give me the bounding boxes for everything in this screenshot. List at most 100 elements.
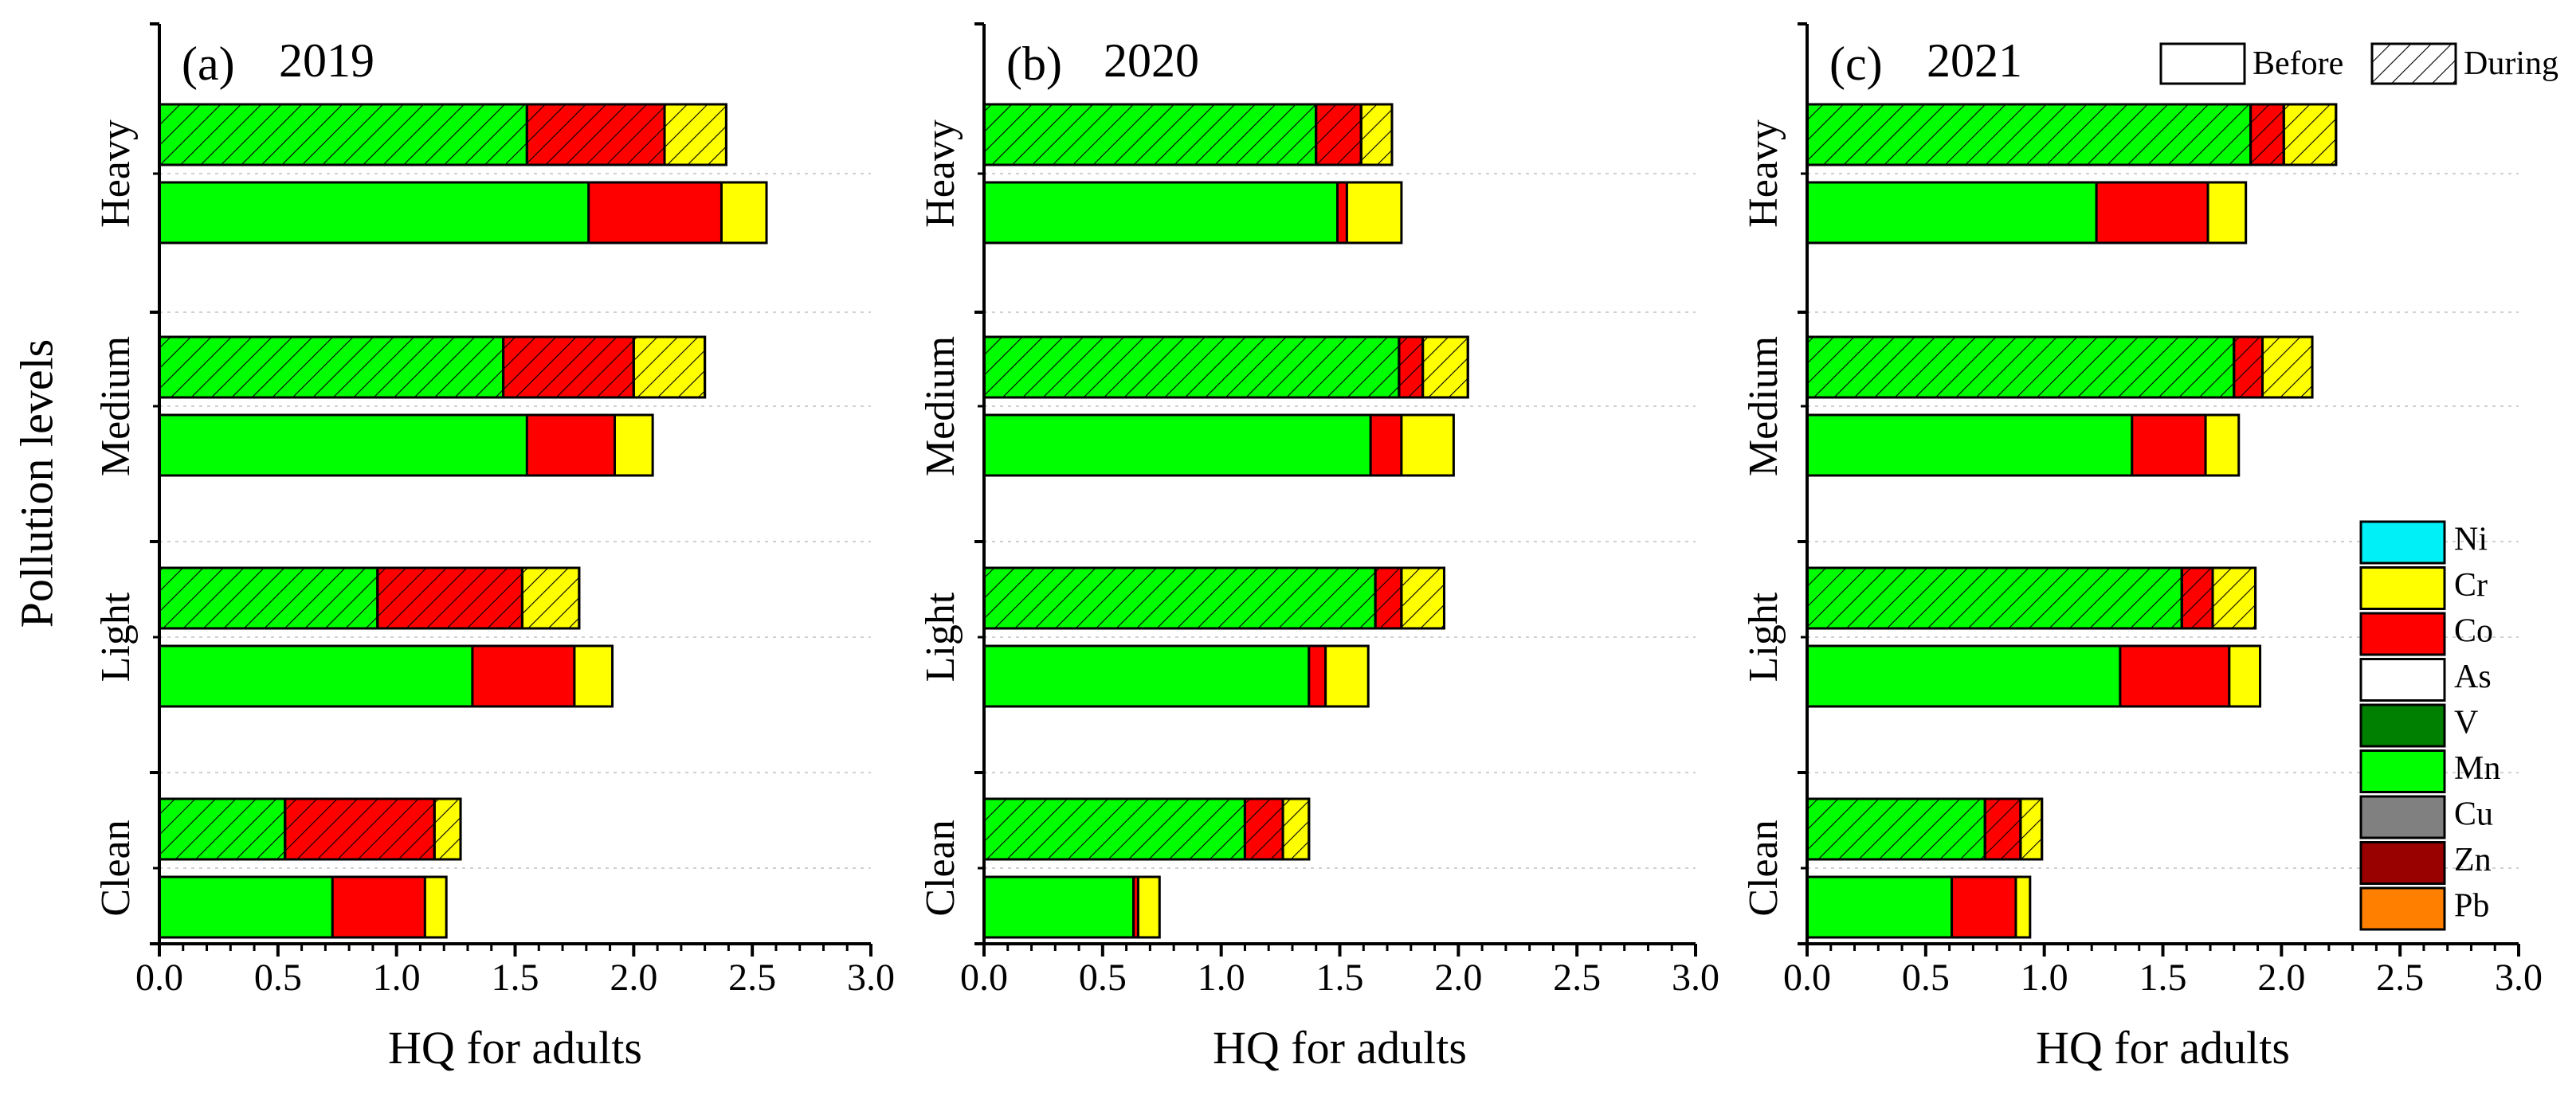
legend-label-before: Before [2253,45,2343,82]
bar-hatch-2021-light-cr [2213,568,2256,628]
legend-label-zn: Zn [2454,842,2492,878]
x-tick-label: 1.5 [492,957,539,999]
legend-swatch-mn [2361,751,2445,792]
period-legend: Before During [2161,44,2558,84]
legend-hatch-during [2372,44,2456,84]
legend-swatch-ni [2361,522,2445,563]
category-label-heavy: Heavy [1741,119,1786,228]
category-label-medium: Medium [93,336,139,476]
x-tick-label: 2.5 [1553,957,1601,999]
x-tick-label: 2.0 [610,957,657,999]
category-label-heavy: Heavy [93,119,139,228]
bar-hatch-2021-heavy-cr [2284,104,2335,165]
bar-hatch-2021-medium-co [2234,337,2263,397]
component-legend: Ni Cr Co As V Mn Cu Zn Pb [2361,522,2500,929]
x-tick-label: 1.0 [2021,957,2068,999]
bar-hatch-2019-light-cr [522,568,578,628]
bar-hatch-2019-medium-cr [633,337,704,397]
bar-2019-light-before-cr [574,646,613,706]
legend-swatch-as [2361,659,2445,701]
figure: Pollution levels Heavy Medium Light Clean 0.0… [0,0,2576,1115]
bar-hatch-2020-light-cr [1402,568,1445,628]
bar-2020-light-before-co [1309,646,1326,706]
bar-2021-heavy-before-co [2096,182,2208,243]
bar-2019-heavy-before-mn [159,182,589,243]
bar-hatch-2020-heavy-cr [1361,104,1392,165]
category-label-clean: Clean [1741,820,1786,916]
x-tick-label: 1.5 [1316,957,1364,999]
legend-label-cr: Cr [2454,567,2488,604]
bar-hatch-2021-clean-cr [2021,799,2042,859]
panel-2019: Heavy Medium Light Clean 0.0 0.5 1.0 1.5 2.0 2.5 3… [93,24,895,1074]
bar-hatch-2020-light-co [1375,568,1402,628]
bar-hatch-2019-heavy-co [527,104,665,165]
panel-2020: Heavy Medium Light Clean 0.0 0.5 1.0 1.5 2.0 2.5 3… [918,24,1719,1074]
bar-hatch-2020-medium-co [1399,337,1423,397]
x-axis-title-2021: HQ for adults [2036,1022,2290,1074]
x-tick-label: 2.0 [2257,957,2305,999]
x-tick-label: 0.5 [1902,957,1950,999]
bar-2020-clean-before-mn [984,877,1134,937]
bar-hatch-2020-clean-mn [984,799,1245,859]
bar-hatch-2020-medium-mn [984,337,1399,397]
bar-2019-clean-before-mn [159,877,332,937]
x-tick-label: 1.0 [373,957,421,999]
legend-label-co: Co [2454,613,2493,650]
legend-label-ni: Ni [2454,522,2488,558]
bar-2019-clean-before-cr [425,877,446,937]
x-tick-label: 2.0 [1434,957,1482,999]
bar-2020-clean-before-cr [1138,877,1159,937]
legend-label-during: During [2464,45,2558,82]
x-axis-title-2019: HQ for adults [388,1022,642,1074]
bar-hatch-2019-clean-cr [434,799,461,859]
legend-label-as: As [2454,659,2492,695]
bar-2021-clean-before-cr [2016,877,2030,937]
legend-swatch-cr [2361,568,2445,609]
bar-2021-medium-before-mn [1807,415,2132,475]
bar-hatch-2021-medium-mn [1807,337,2234,397]
bar-hatch-2021-heavy-co [2251,104,2284,165]
bar-hatch-2021-clean-co [1985,799,2021,859]
bar-2021-heavy-before-mn [1807,182,2096,243]
legend-swatch-co [2361,613,2445,655]
bar-hatch-2020-heavy-co [1316,104,1362,165]
bar-hatch-2019-clean-mn [159,799,285,859]
x-tick-label: 0.5 [254,957,302,999]
bar-hatch-2019-medium-co [504,337,634,397]
bar-2019-light-before-co [472,646,574,706]
chart-svg: Pollution levelsHeavyMediumLightClean0.0… [0,0,2576,1115]
bar-2020-medium-before-co [1370,415,1402,475]
panel-label: (b) [1006,37,1062,90]
bar-hatch-2020-clean-cr [1283,799,1309,859]
bar-hatch-2021-light-co [2182,568,2213,628]
bar-2019-medium-before-co [527,415,614,475]
panel-year: 2019 [279,34,374,87]
y-axis-title: Pollution levels [10,339,62,628]
bar-2021-medium-before-co [2132,415,2205,475]
bar-hatch-2020-heavy-mn [984,104,1316,165]
bar-2020-light-before-mn [984,646,1309,706]
bar-hatch-2021-heavy-mn [1807,104,2251,165]
bar-hatch-2019-medium-mn [159,337,504,397]
bar-hatch-2019-light-co [378,568,523,628]
bar-hatch-2021-clean-mn [1807,799,1985,859]
category-label-medium: Medium [1741,336,1786,476]
x-tick-label: 3.0 [2495,957,2543,999]
bar-2020-medium-before-cr [1402,415,1453,475]
bar-2021-medium-before-cr [2205,415,2239,475]
x-tick-label: 1.5 [2139,957,2187,999]
legend-swatch-zn [2361,843,2445,884]
bar-2021-light-before-co [2120,646,2229,706]
bar-hatch-2021-light-mn [1807,568,2182,628]
category-label-medium: Medium [918,336,963,476]
bar-2020-light-before-cr [1326,646,1369,706]
bar-hatch-2019-clean-co [285,799,435,859]
x-tick-label: 2.5 [2376,957,2424,999]
category-label-light: Light [918,592,963,682]
x-tick-label: 1.0 [1198,957,1245,999]
bar-hatch-2019-heavy-cr [665,104,726,165]
legend-swatch-cu [2361,796,2445,838]
x-tick-label: 3.0 [1672,957,1719,999]
legend-label-mn: Mn [2454,750,2500,787]
bar-2019-heavy-before-cr [721,182,767,243]
